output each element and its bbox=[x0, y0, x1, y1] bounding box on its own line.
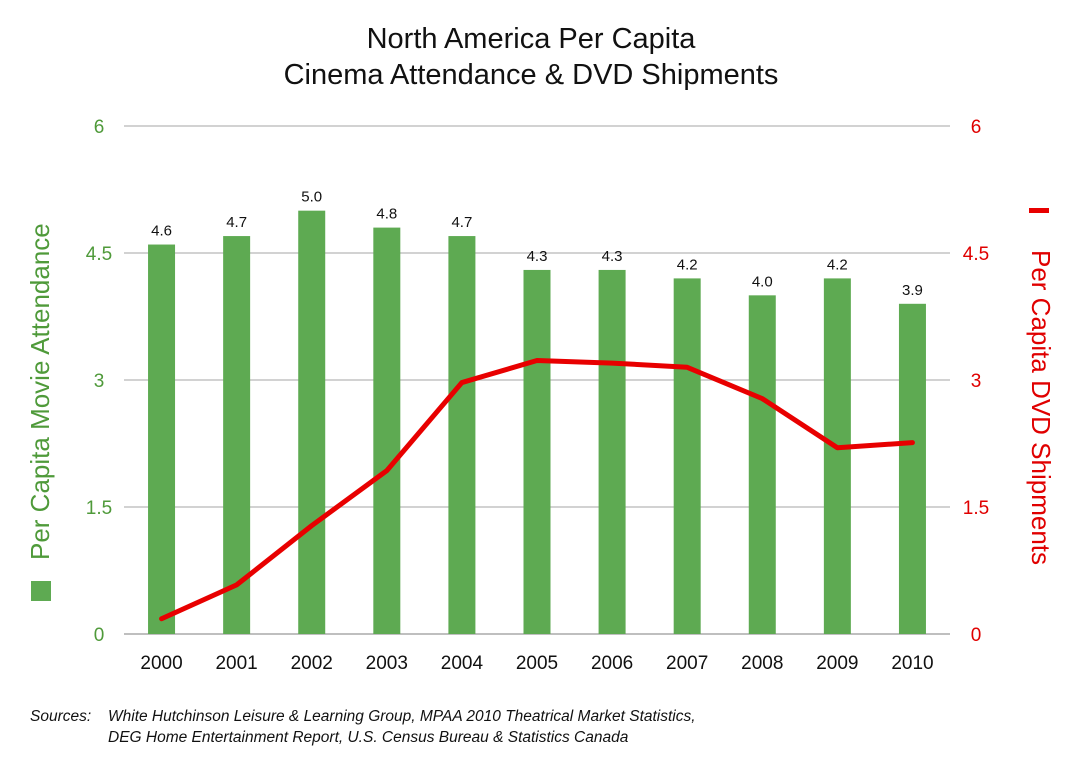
x-tick: 2008 bbox=[741, 653, 783, 674]
x-tick: 2004 bbox=[441, 653, 484, 674]
bar-data-label: 4.7 bbox=[451, 214, 472, 231]
y-left-tick: 4.5 bbox=[86, 244, 112, 265]
bar bbox=[298, 210, 326, 634]
bar-data-label: 4.3 bbox=[602, 248, 623, 265]
sources-line-1: White Hutchinson Leisure & Learning Grou… bbox=[108, 708, 696, 725]
y-right-tick: 4.5 bbox=[963, 244, 989, 265]
y-right-tick: 3 bbox=[971, 371, 982, 392]
y-left-tick: 3 bbox=[94, 371, 105, 392]
chart-title-line-1: North America Per Capita bbox=[367, 23, 697, 55]
x-tick: 2001 bbox=[215, 653, 257, 674]
chart-title: North America Per Capita Cinema Attendan… bbox=[284, 23, 779, 91]
bar-data-label: 4.0 bbox=[752, 273, 773, 290]
bar bbox=[598, 269, 626, 634]
sources-note: Sources: White Hutchinson Leisure & Learn… bbox=[30, 706, 696, 748]
axis-ticks: 0 1.5 3 4.5 6 0 1.5 3 4.5 6 2000 2001 2002 2003 2004 20… bbox=[86, 117, 989, 674]
x-tick: 2005 bbox=[516, 653, 558, 674]
sources-label: Sources: bbox=[30, 708, 92, 725]
left-axis-legend: Per Capita Movie Attendance bbox=[25, 223, 55, 601]
bar bbox=[523, 269, 551, 634]
attendance-bars: 4.6 4.7 5.0 4.8 4.7 4.3 4.3 4.2 4.0 4.2 3.9 bbox=[148, 189, 926, 635]
y-axis-left-label: Per Capita Movie Attendance bbox=[25, 223, 55, 560]
x-tick: 2010 bbox=[891, 653, 933, 674]
legend-left-swatch bbox=[31, 581, 51, 601]
sources-line-2: DEG Home Entertainment Report, U.S. Cens… bbox=[108, 729, 629, 746]
y-right-tick: 0 bbox=[971, 625, 982, 646]
bar bbox=[373, 227, 401, 634]
y-left-tick: 0 bbox=[94, 625, 105, 646]
bar bbox=[823, 278, 851, 634]
bar-data-label: 4.3 bbox=[527, 248, 548, 265]
bar bbox=[898, 303, 926, 634]
y-axis-right-label: Per Capita DVD Shipments bbox=[1026, 250, 1056, 565]
bar-data-label: 4.2 bbox=[827, 256, 848, 273]
x-tick: 2009 bbox=[816, 653, 858, 674]
chart-title-line-2: Cinema Attendance & DVD Shipments bbox=[284, 59, 779, 91]
x-tick: 2003 bbox=[366, 653, 408, 674]
bar bbox=[673, 278, 701, 634]
bar-data-label: 4.2 bbox=[677, 256, 698, 273]
chart: North America Per Capita Cinema Attendan… bbox=[25, 23, 1056, 674]
bar bbox=[148, 244, 176, 635]
bar-data-label: 4.8 bbox=[376, 206, 397, 223]
y-right-tick: 1.5 bbox=[963, 498, 989, 519]
x-tick: 2002 bbox=[291, 653, 333, 674]
x-tick: 2006 bbox=[591, 653, 633, 674]
dvd-line bbox=[159, 358, 915, 622]
bar bbox=[448, 236, 476, 635]
bar-data-label: 5.0 bbox=[301, 189, 322, 206]
bar-data-label: 3.9 bbox=[902, 282, 923, 299]
y-left-tick: 1.5 bbox=[86, 498, 112, 519]
x-tick: 2000 bbox=[140, 653, 182, 674]
bar-data-label: 4.7 bbox=[226, 214, 247, 231]
y-right-tick: 6 bbox=[971, 117, 982, 138]
bar-data-label: 4.6 bbox=[151, 223, 172, 240]
x-tick: 2007 bbox=[666, 653, 708, 674]
bar bbox=[223, 236, 251, 635]
legend-right-swatch bbox=[1029, 208, 1049, 213]
right-axis-legend: Per Capita DVD Shipments bbox=[1026, 208, 1056, 565]
y-left-tick: 6 bbox=[94, 117, 105, 138]
bar bbox=[748, 295, 776, 634]
